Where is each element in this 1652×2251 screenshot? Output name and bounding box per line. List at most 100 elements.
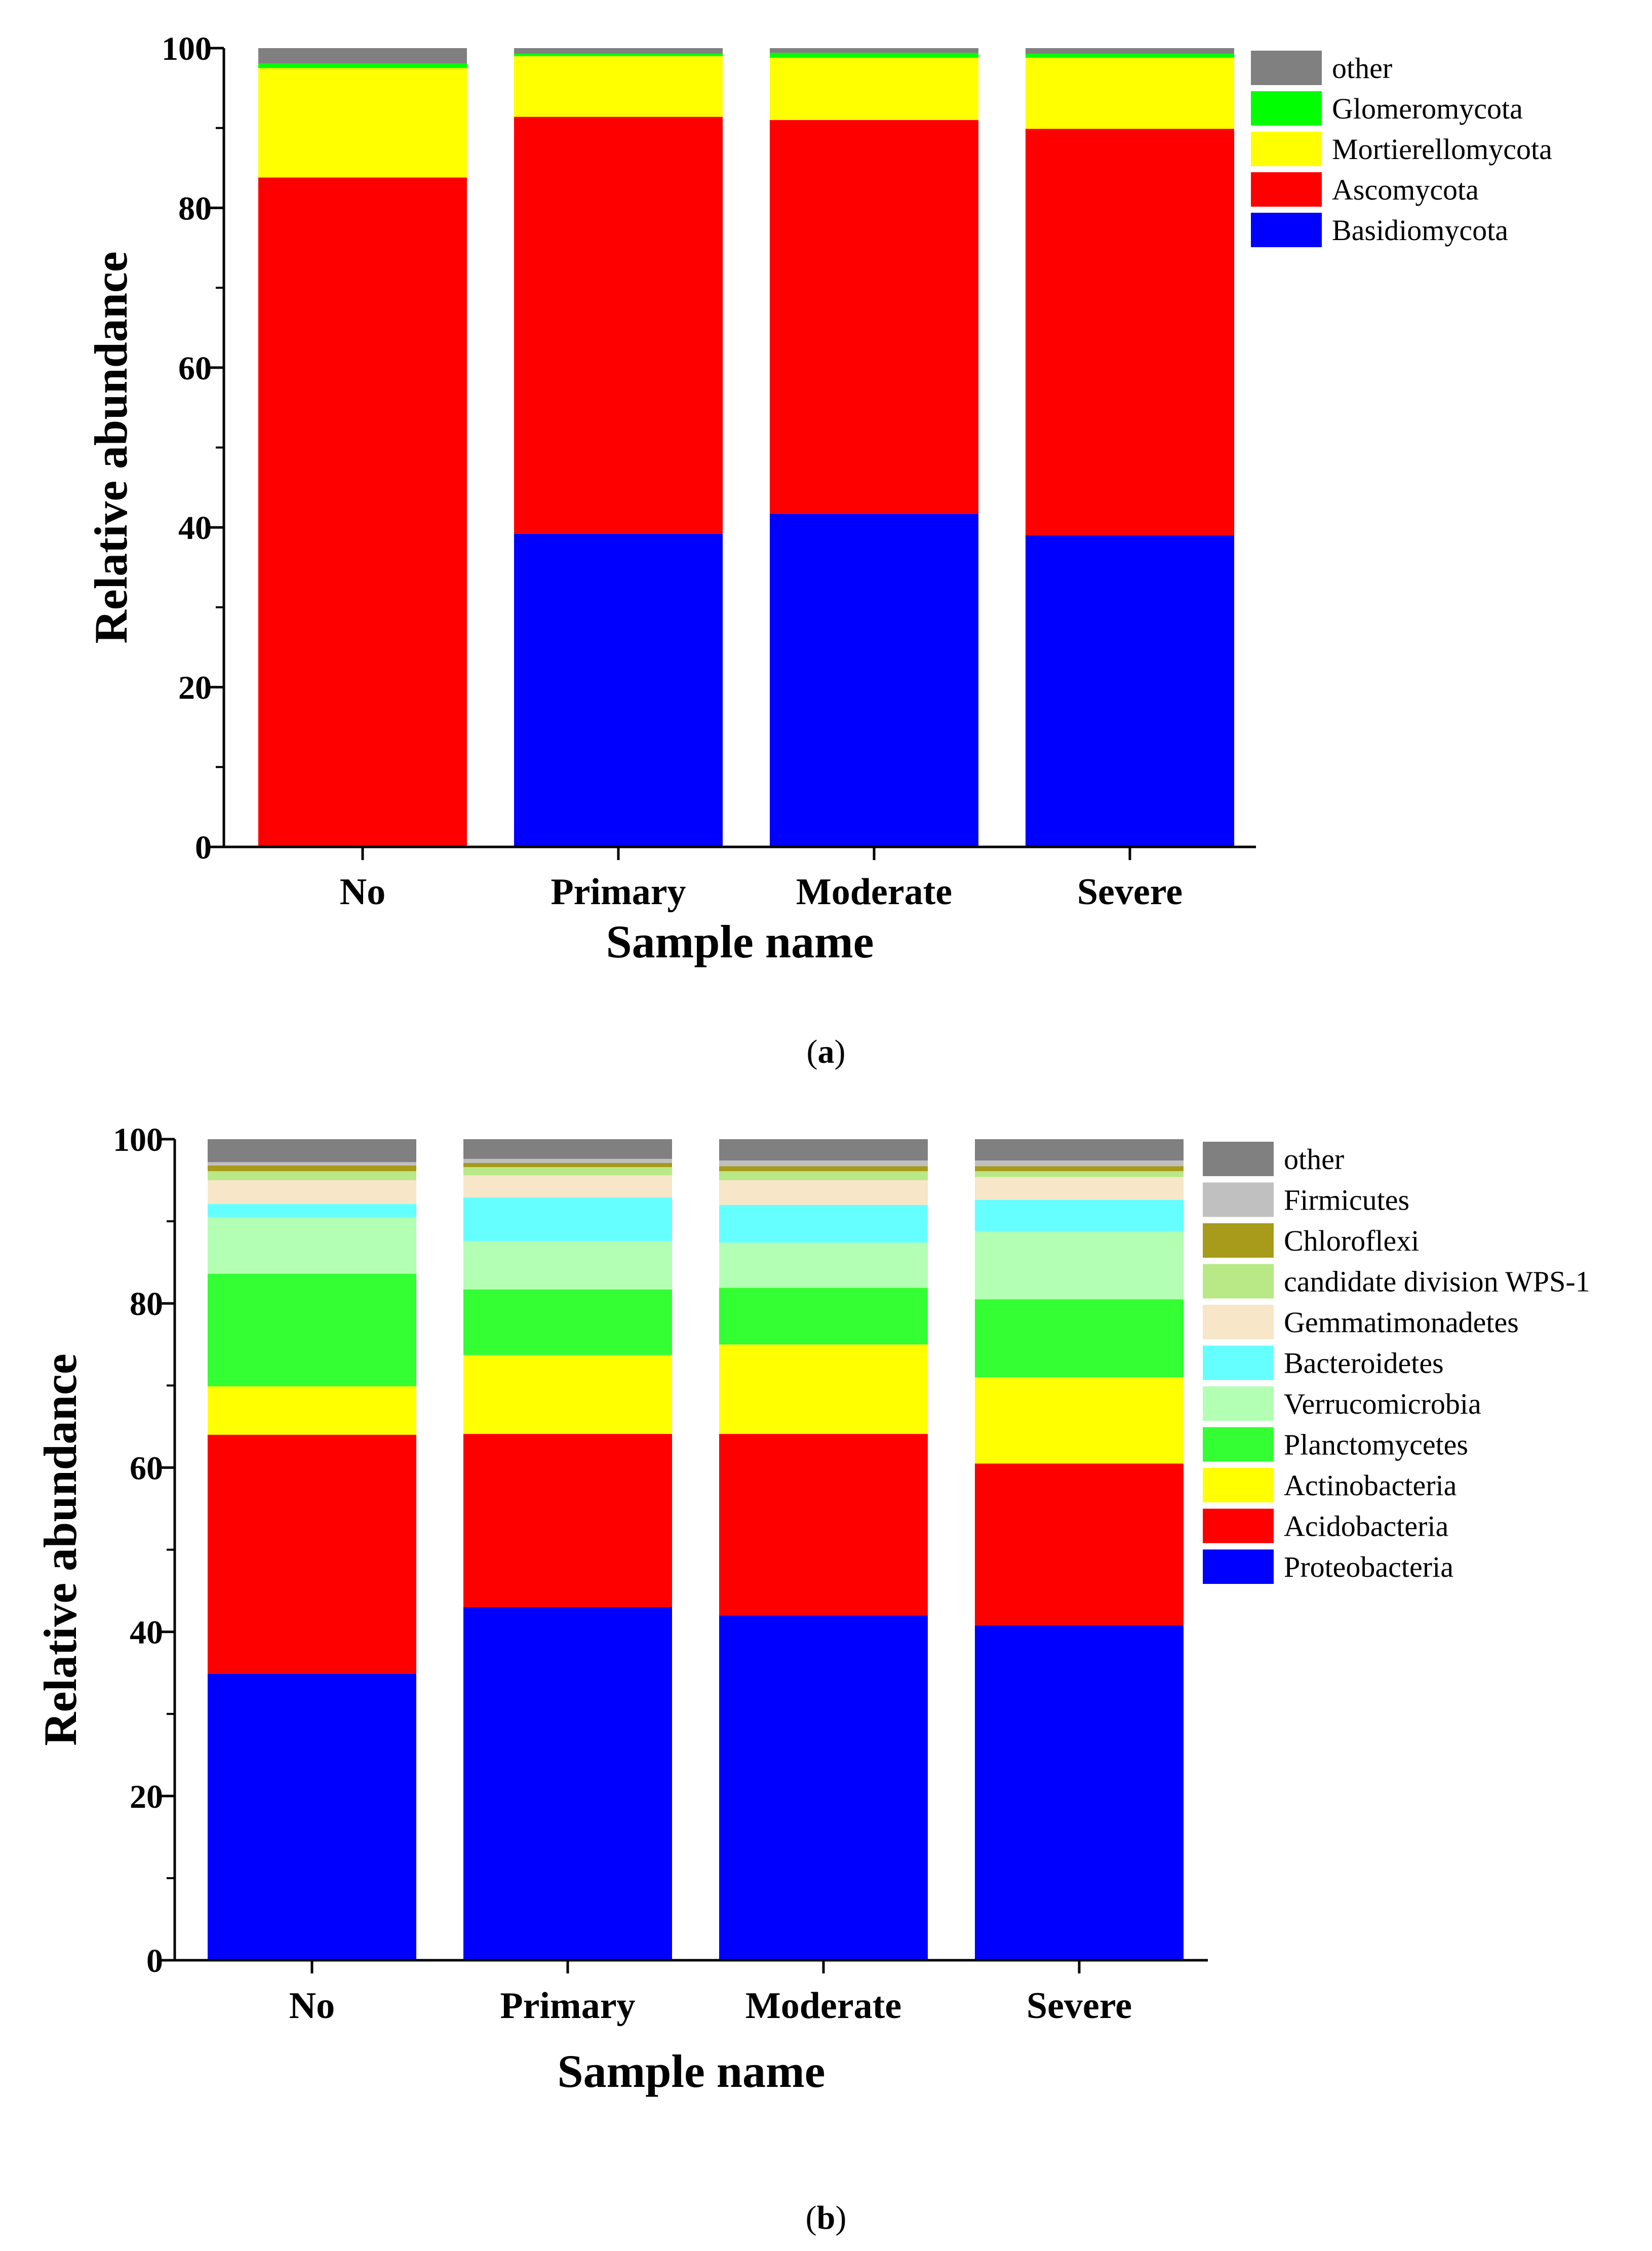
stacked-bar-chart-fungi: (a) 0 20 40 60 80 100 No Primary Moderate Severe S… bbox=[85, 30, 1552, 1070]
x-axis-title: Sample name bbox=[606, 916, 874, 967]
y-tick-label-0: 0 bbox=[146, 1943, 163, 1980]
bar-segment-moderate-bacteroidetes bbox=[719, 1205, 928, 1243]
y-tick-label-0: 0 bbox=[195, 829, 212, 866]
caption-b: (b) bbox=[806, 2199, 847, 2236]
legend-swatch-proteobacteria bbox=[1203, 1549, 1274, 1584]
bar-segment-primary-candidate-division-wps-1 bbox=[463, 1167, 672, 1176]
y-tick-label-100: 100 bbox=[113, 1121, 163, 1158]
x-tick-label-moderate: Moderate bbox=[745, 1985, 901, 2027]
bar-segment-severe-mortierellomycota bbox=[1026, 57, 1234, 129]
bar-segment-no-verrucomicrobia bbox=[208, 1217, 416, 1274]
bar-segment-moderate-verrucomicrobia bbox=[719, 1243, 928, 1288]
bar-segment-no-gemmatimonadetes bbox=[208, 1180, 416, 1205]
legend-swatch-actinobacteria bbox=[1203, 1468, 1274, 1502]
stacked-bar-chart-bacteria: (b) 0 20 40 60 80 100 No Primary Moderate Severe S… bbox=[34, 1121, 1590, 2236]
bar-segment-moderate-proteobacteria bbox=[719, 1615, 928, 1960]
bars-group bbox=[208, 1139, 1184, 1960]
y-tick-label-60: 60 bbox=[178, 350, 212, 387]
legend-swatch-candidate-division-wps-1 bbox=[1203, 1264, 1274, 1299]
legend-swatch-basidiomycota bbox=[1251, 213, 1322, 247]
bar-segment-severe-actinobacteria bbox=[975, 1377, 1184, 1464]
bar-segment-severe-other bbox=[975, 1139, 1184, 1161]
legend-label-glomeromycota: Glomeromycota bbox=[1332, 92, 1523, 125]
figure-b: (b) 0 20 40 60 80 100 No Primary Moderate Severe S… bbox=[0, 1114, 1652, 2251]
bar-segment-no-other bbox=[208, 1139, 416, 1162]
bar-segment-moderate-ascomycota bbox=[770, 120, 978, 514]
legend-swatch-other bbox=[1203, 1142, 1274, 1176]
bar-segment-primary-actinobacteria bbox=[463, 1355, 672, 1434]
x-tick-label-moderate: Moderate bbox=[796, 871, 952, 913]
legend-label-proteobacteria: Proteobacteria bbox=[1284, 1550, 1453, 1583]
bar-segment-primary-planctomycetes bbox=[463, 1289, 672, 1355]
bar-segment-primary-other bbox=[463, 1139, 672, 1159]
bar-segment-severe-chloroflexi bbox=[975, 1166, 1184, 1172]
legend-label-candidate-division-wps-1: candidate division WPS-1 bbox=[1284, 1265, 1590, 1298]
bar-segment-primary-bacteroidetes bbox=[463, 1197, 672, 1241]
bar-segment-primary-acidobacteria bbox=[463, 1433, 672, 1607]
y-axis-title: Relative abundance bbox=[85, 251, 137, 643]
legend-label-other: other bbox=[1284, 1143, 1344, 1176]
bar-segment-severe-verrucomicrobia bbox=[975, 1231, 1184, 1300]
legend-swatch-bacteroidetes bbox=[1203, 1345, 1274, 1380]
bar-segment-no-bacteroidetes bbox=[208, 1204, 416, 1217]
bar-segment-primary-proteobacteria bbox=[463, 1607, 672, 1960]
x-tick-label-primary: Primary bbox=[550, 871, 686, 913]
legend-swatch-gemmatimonadetes bbox=[1203, 1305, 1274, 1339]
y-tick-label-40: 40 bbox=[178, 510, 212, 547]
legend: other Glomeromycota Mortierellomycota Ascom… bbox=[1251, 51, 1552, 247]
bar-segment-moderate-actinobacteria bbox=[719, 1344, 928, 1434]
figure-a: (a) 0 20 40 60 80 100 No Primary Moderate Severe S… bbox=[0, 0, 1652, 1114]
y-axis-title: Relative abundance bbox=[34, 1353, 86, 1745]
bar-segment-no-candidate-division-wps-1 bbox=[208, 1171, 416, 1181]
bar-segment-no-acidobacteria bbox=[208, 1434, 416, 1674]
caption-a: (a) bbox=[807, 1033, 846, 1070]
bar-segment-severe-other bbox=[1026, 48, 1234, 54]
legend-swatch-planctomycetes bbox=[1203, 1427, 1274, 1462]
bar-segment-moderate-gemmatimonadetes bbox=[719, 1180, 928, 1205]
bar-segment-primary-verrucomicrobia bbox=[463, 1241, 672, 1290]
bar-segment-no-mortierellomycota bbox=[258, 68, 467, 178]
bar-segment-primary-other bbox=[514, 48, 723, 54]
legend-swatch-acidobacteria bbox=[1203, 1508, 1274, 1543]
bar-segment-moderate-candidate-division-wps-1 bbox=[719, 1171, 928, 1181]
bar-segment-no-other bbox=[258, 48, 467, 63]
y-tick-label-40: 40 bbox=[130, 1614, 163, 1651]
bar-segment-no-actinobacteria bbox=[208, 1386, 416, 1435]
legend-swatch-ascomycota bbox=[1251, 172, 1322, 207]
legend-label-firmicutes: Firmicutes bbox=[1284, 1184, 1409, 1217]
bar-segment-moderate-planctomycetes bbox=[719, 1288, 928, 1345]
x-tick-label-no: No bbox=[289, 1985, 335, 2027]
bar-segment-severe-bacteroidetes bbox=[975, 1199, 1184, 1231]
bar-segment-primary-basidiomycota bbox=[514, 533, 723, 847]
bars-group bbox=[258, 48, 1234, 847]
bar-segment-moderate-firmicutes bbox=[719, 1160, 928, 1167]
bar-segment-no-proteobacteria bbox=[208, 1674, 416, 1960]
legend-label-other: other bbox=[1332, 52, 1392, 85]
bar-segment-primary-chloroflexi bbox=[463, 1163, 672, 1168]
x-tick-label-severe: Severe bbox=[1027, 1985, 1132, 2027]
bar-segment-severe-proteobacteria bbox=[975, 1625, 1184, 1960]
x-axis-title: Sample name bbox=[558, 2045, 825, 2097]
bar-segment-no-chloroflexi bbox=[208, 1165, 416, 1172]
bar-segment-moderate-other bbox=[719, 1139, 928, 1161]
legend-label-planctomycetes: Planctomycetes bbox=[1284, 1428, 1468, 1461]
bar-segment-moderate-basidiomycota bbox=[770, 514, 978, 847]
bar-segment-severe-acidobacteria bbox=[975, 1463, 1184, 1625]
x-tick-label-severe: Severe bbox=[1077, 871, 1183, 913]
legend-swatch-chloroflexi bbox=[1203, 1223, 1274, 1258]
bar-segment-severe-basidiomycota bbox=[1026, 535, 1234, 847]
bar-segment-primary-ascomycota bbox=[514, 117, 723, 534]
bar-segment-no-glomeromycota bbox=[258, 63, 467, 68]
legend-label-verrucomicrobia: Verrucomicrobia bbox=[1284, 1387, 1481, 1420]
legend-swatch-firmicutes bbox=[1203, 1182, 1274, 1217]
y-tick-label-80: 80 bbox=[130, 1286, 163, 1323]
bar-segment-severe-firmicutes bbox=[975, 1160, 1184, 1167]
bar-segment-severe-candidate-division-wps-1 bbox=[975, 1171, 1184, 1177]
legend-label-actinobacteria: Actinobacteria bbox=[1284, 1469, 1457, 1502]
bar-segment-severe-glomeromycota bbox=[1026, 54, 1234, 58]
bar-segment-primary-mortierellomycota bbox=[514, 56, 723, 117]
bar-segment-severe-ascomycota bbox=[1026, 129, 1234, 535]
y-tick-label-20: 20 bbox=[130, 1778, 163, 1815]
legend-label-bacteroidetes: Bacteroidetes bbox=[1284, 1347, 1444, 1380]
bar-segment-no-firmicutes bbox=[208, 1162, 416, 1166]
